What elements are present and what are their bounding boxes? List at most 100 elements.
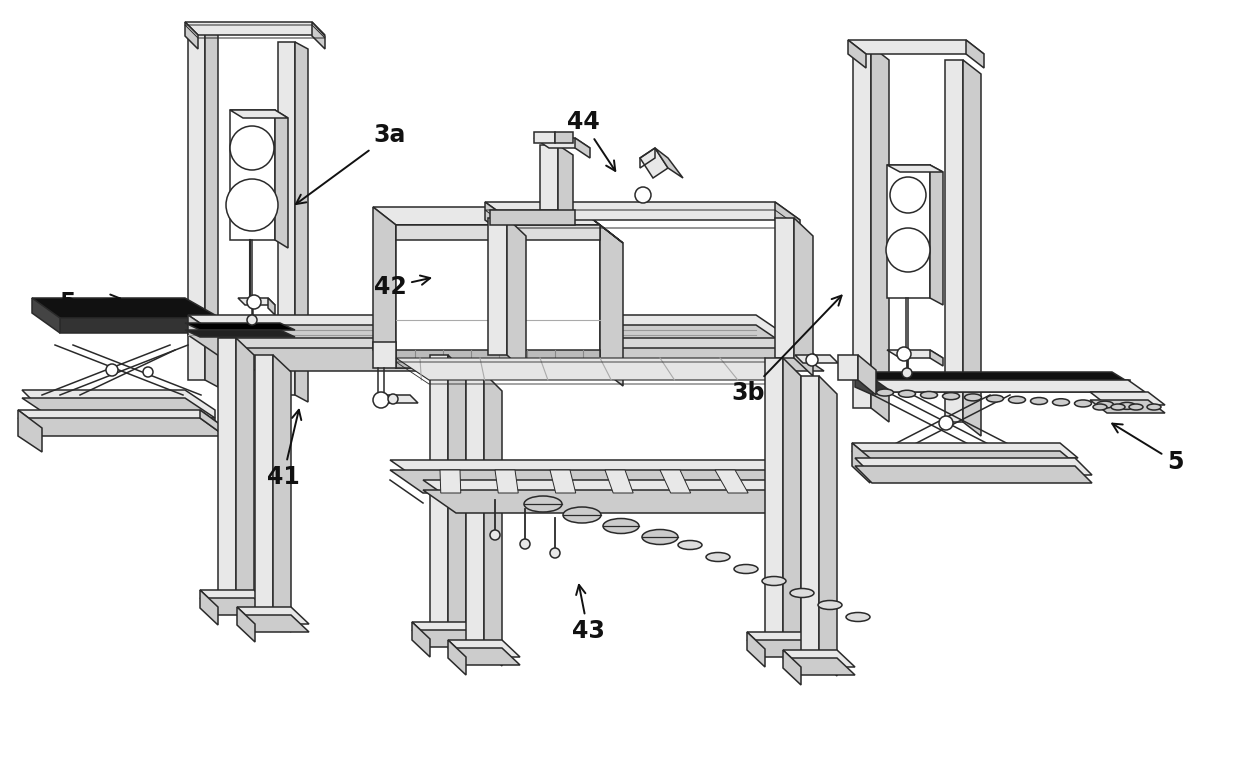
Polygon shape	[558, 145, 573, 220]
Polygon shape	[875, 380, 1145, 392]
Polygon shape	[856, 466, 1092, 483]
Polygon shape	[448, 355, 466, 648]
Polygon shape	[746, 640, 818, 657]
Ellipse shape	[790, 588, 813, 597]
Polygon shape	[22, 390, 215, 420]
Polygon shape	[412, 622, 430, 657]
Polygon shape	[238, 298, 275, 305]
Ellipse shape	[1030, 397, 1048, 404]
Ellipse shape	[563, 507, 601, 523]
Ellipse shape	[1111, 404, 1125, 410]
Polygon shape	[485, 202, 800, 220]
Polygon shape	[22, 398, 215, 418]
Ellipse shape	[734, 565, 758, 573]
Polygon shape	[237, 607, 309, 624]
Polygon shape	[218, 338, 236, 598]
Polygon shape	[273, 355, 291, 632]
Ellipse shape	[1096, 401, 1114, 408]
Ellipse shape	[763, 576, 786, 586]
Polygon shape	[966, 40, 985, 68]
Polygon shape	[373, 207, 600, 225]
Polygon shape	[200, 590, 272, 607]
Text: 43: 43	[572, 585, 604, 643]
Polygon shape	[765, 358, 782, 640]
Polygon shape	[930, 165, 942, 305]
Ellipse shape	[1008, 397, 1025, 404]
Text: 44: 44	[567, 110, 615, 171]
Circle shape	[388, 394, 398, 404]
Polygon shape	[222, 338, 825, 361]
Circle shape	[897, 347, 911, 361]
Polygon shape	[856, 372, 1130, 383]
Polygon shape	[295, 42, 308, 402]
Polygon shape	[770, 470, 806, 493]
Polygon shape	[858, 355, 875, 395]
Ellipse shape	[1092, 404, 1107, 410]
Polygon shape	[391, 470, 799, 493]
Polygon shape	[577, 207, 622, 243]
Ellipse shape	[877, 389, 894, 396]
Polygon shape	[396, 225, 600, 368]
Circle shape	[887, 228, 930, 272]
Polygon shape	[222, 348, 825, 371]
Circle shape	[490, 530, 500, 540]
Circle shape	[373, 392, 389, 408]
Ellipse shape	[642, 530, 678, 545]
Polygon shape	[32, 298, 215, 330]
Circle shape	[247, 315, 257, 325]
Polygon shape	[19, 410, 42, 452]
Polygon shape	[448, 640, 466, 675]
Ellipse shape	[942, 393, 960, 400]
Text: 5: 5	[1112, 424, 1183, 474]
Polygon shape	[575, 138, 590, 158]
Polygon shape	[484, 373, 502, 666]
Ellipse shape	[1147, 404, 1161, 410]
Circle shape	[105, 364, 118, 376]
Polygon shape	[605, 470, 634, 493]
Ellipse shape	[1075, 400, 1091, 407]
Polygon shape	[887, 165, 930, 298]
Polygon shape	[782, 358, 801, 658]
Polygon shape	[539, 145, 558, 210]
Polygon shape	[490, 210, 575, 225]
Polygon shape	[412, 630, 484, 647]
Circle shape	[229, 126, 274, 170]
Polygon shape	[782, 650, 856, 667]
Polygon shape	[775, 202, 800, 238]
Ellipse shape	[965, 394, 982, 401]
Polygon shape	[188, 28, 205, 380]
Polygon shape	[852, 451, 1078, 466]
Polygon shape	[188, 315, 222, 358]
Polygon shape	[848, 40, 985, 54]
Polygon shape	[236, 338, 254, 615]
Polygon shape	[188, 325, 790, 348]
Polygon shape	[185, 330, 295, 337]
Polygon shape	[853, 46, 870, 408]
Polygon shape	[1090, 392, 1166, 405]
Polygon shape	[430, 355, 448, 630]
Ellipse shape	[818, 601, 842, 609]
Polygon shape	[185, 22, 198, 49]
Polygon shape	[838, 355, 858, 380]
Polygon shape	[655, 148, 683, 178]
Polygon shape	[312, 22, 325, 49]
Polygon shape	[640, 148, 668, 178]
Polygon shape	[275, 110, 288, 248]
Polygon shape	[229, 110, 288, 118]
Ellipse shape	[987, 395, 1003, 402]
Polygon shape	[534, 132, 556, 143]
Polygon shape	[660, 470, 691, 493]
Ellipse shape	[706, 552, 730, 562]
Polygon shape	[1090, 400, 1166, 413]
Ellipse shape	[1053, 399, 1069, 406]
Polygon shape	[801, 376, 818, 658]
Polygon shape	[423, 490, 831, 513]
Polygon shape	[188, 315, 790, 338]
Polygon shape	[870, 46, 889, 422]
Text: 3a: 3a	[296, 123, 407, 204]
Polygon shape	[818, 376, 837, 676]
Circle shape	[520, 539, 529, 549]
Polygon shape	[32, 298, 60, 333]
Polygon shape	[200, 590, 218, 625]
Polygon shape	[19, 410, 224, 428]
